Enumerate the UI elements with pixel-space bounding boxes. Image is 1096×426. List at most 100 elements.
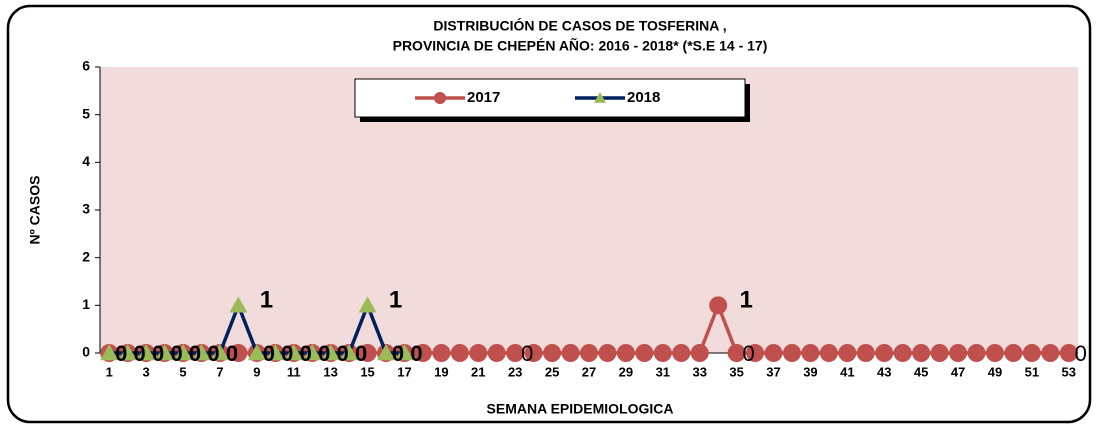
x-tick-label: 33 — [692, 364, 706, 379]
point — [321, 344, 340, 361]
point — [137, 344, 156, 361]
point — [266, 344, 285, 361]
data-label: 0 — [318, 341, 330, 366]
point — [229, 296, 248, 313]
point — [543, 344, 562, 362]
x-tick-label: 43 — [877, 364, 891, 379]
point — [524, 344, 543, 362]
x-tick-label: 3 — [143, 364, 150, 379]
x-tick-label: 29 — [619, 364, 633, 379]
data-label: 0 — [115, 341, 127, 366]
point — [930, 344, 949, 362]
point — [229, 344, 248, 362]
point — [395, 344, 414, 361]
data-label: 0 — [263, 341, 275, 366]
x-tick-label: 53 — [1062, 364, 1076, 379]
data-label: 0 — [1075, 341, 1087, 366]
point — [118, 344, 137, 361]
x-tick-label: 5 — [179, 364, 186, 379]
x-tick-label: 25 — [545, 364, 559, 379]
data-label: 0 — [410, 341, 422, 366]
point — [616, 344, 635, 362]
point — [598, 344, 617, 362]
point — [303, 344, 322, 361]
point — [413, 344, 432, 362]
point — [912, 344, 931, 362]
data-label: 0 — [226, 341, 238, 366]
chart-title: PROVINCIA DE CHEPÉN AÑO: 2016 - 2018* (*… — [393, 37, 768, 54]
point — [746, 344, 765, 362]
legend-marker — [594, 92, 606, 103]
point — [487, 344, 506, 362]
point — [284, 344, 303, 361]
data-label: 0 — [207, 341, 219, 366]
x-tick-label: 41 — [840, 364, 854, 379]
y-tick-label: 1 — [82, 296, 90, 312]
x-axis-label: SEMANA EPIDEMIOLOGICA — [487, 401, 674, 417]
data-label: 1 — [389, 287, 402, 314]
data-label: 0 — [152, 341, 164, 366]
x-tick-label: 45 — [914, 364, 928, 379]
x-tick-label: 19 — [434, 364, 448, 379]
point — [358, 296, 377, 313]
legend: 2017 2018 — [354, 78, 750, 122]
point — [949, 344, 968, 362]
point — [100, 344, 119, 361]
data-label: 0 — [170, 341, 182, 366]
chart-title: DISTRIBUCIÓN DE CASOS DE TOSFERINA , — [433, 17, 726, 34]
x-tick-label: 51 — [1025, 364, 1039, 379]
point — [174, 344, 193, 361]
data-label: 0 — [521, 341, 533, 366]
legend-label: 2018 — [627, 89, 660, 106]
x-tick-label: 17 — [397, 364, 411, 379]
point — [690, 344, 709, 362]
x-tick-label: 7 — [216, 364, 223, 379]
point — [377, 344, 396, 361]
point — [1004, 344, 1023, 362]
x-tick-label: 11 — [287, 364, 301, 379]
x-tick-label: 35 — [729, 364, 743, 379]
x-tick-label: 49 — [988, 364, 1002, 379]
point — [635, 344, 654, 362]
legend-label: 2017 — [467, 89, 500, 106]
y-tick-label: 2 — [82, 248, 90, 264]
point — [155, 344, 174, 361]
data-label: 0 — [337, 341, 349, 366]
point — [801, 344, 820, 362]
point — [893, 344, 912, 362]
y-axis-label: Nº CASOS — [27, 176, 43, 245]
x-tick-label: 13 — [323, 364, 337, 379]
y-tick-label: 0 — [82, 344, 90, 360]
legend-box — [354, 78, 746, 118]
data-label: 0 — [392, 341, 404, 366]
x-tick-label: 27 — [582, 364, 596, 379]
point — [561, 344, 580, 362]
data-label: 1 — [260, 287, 273, 314]
point — [875, 344, 894, 362]
point — [985, 344, 1004, 362]
x-tick-label: 1 — [106, 364, 113, 379]
x-tick-label: 39 — [803, 364, 817, 379]
x-tick-label: 23 — [508, 364, 522, 379]
x-tick-label: 47 — [951, 364, 965, 379]
point — [432, 344, 451, 362]
y-tick-label: 4 — [82, 153, 90, 169]
data-label: 0 — [742, 341, 754, 366]
point — [1022, 344, 1041, 362]
x-tick-label: 9 — [253, 364, 260, 379]
data-label: 0 — [134, 341, 146, 366]
point — [450, 344, 469, 362]
point — [469, 344, 488, 362]
y-tick-label: 3 — [82, 201, 90, 217]
point — [1041, 344, 1060, 362]
point — [580, 344, 598, 362]
x-tick-label: 31 — [656, 364, 670, 379]
x-tick-label: 15 — [360, 364, 374, 379]
point — [1059, 344, 1078, 362]
point — [210, 344, 229, 361]
y-tick-label: 5 — [82, 105, 90, 121]
point — [727, 344, 746, 362]
point — [358, 344, 377, 362]
data-label: 0 — [300, 341, 312, 366]
